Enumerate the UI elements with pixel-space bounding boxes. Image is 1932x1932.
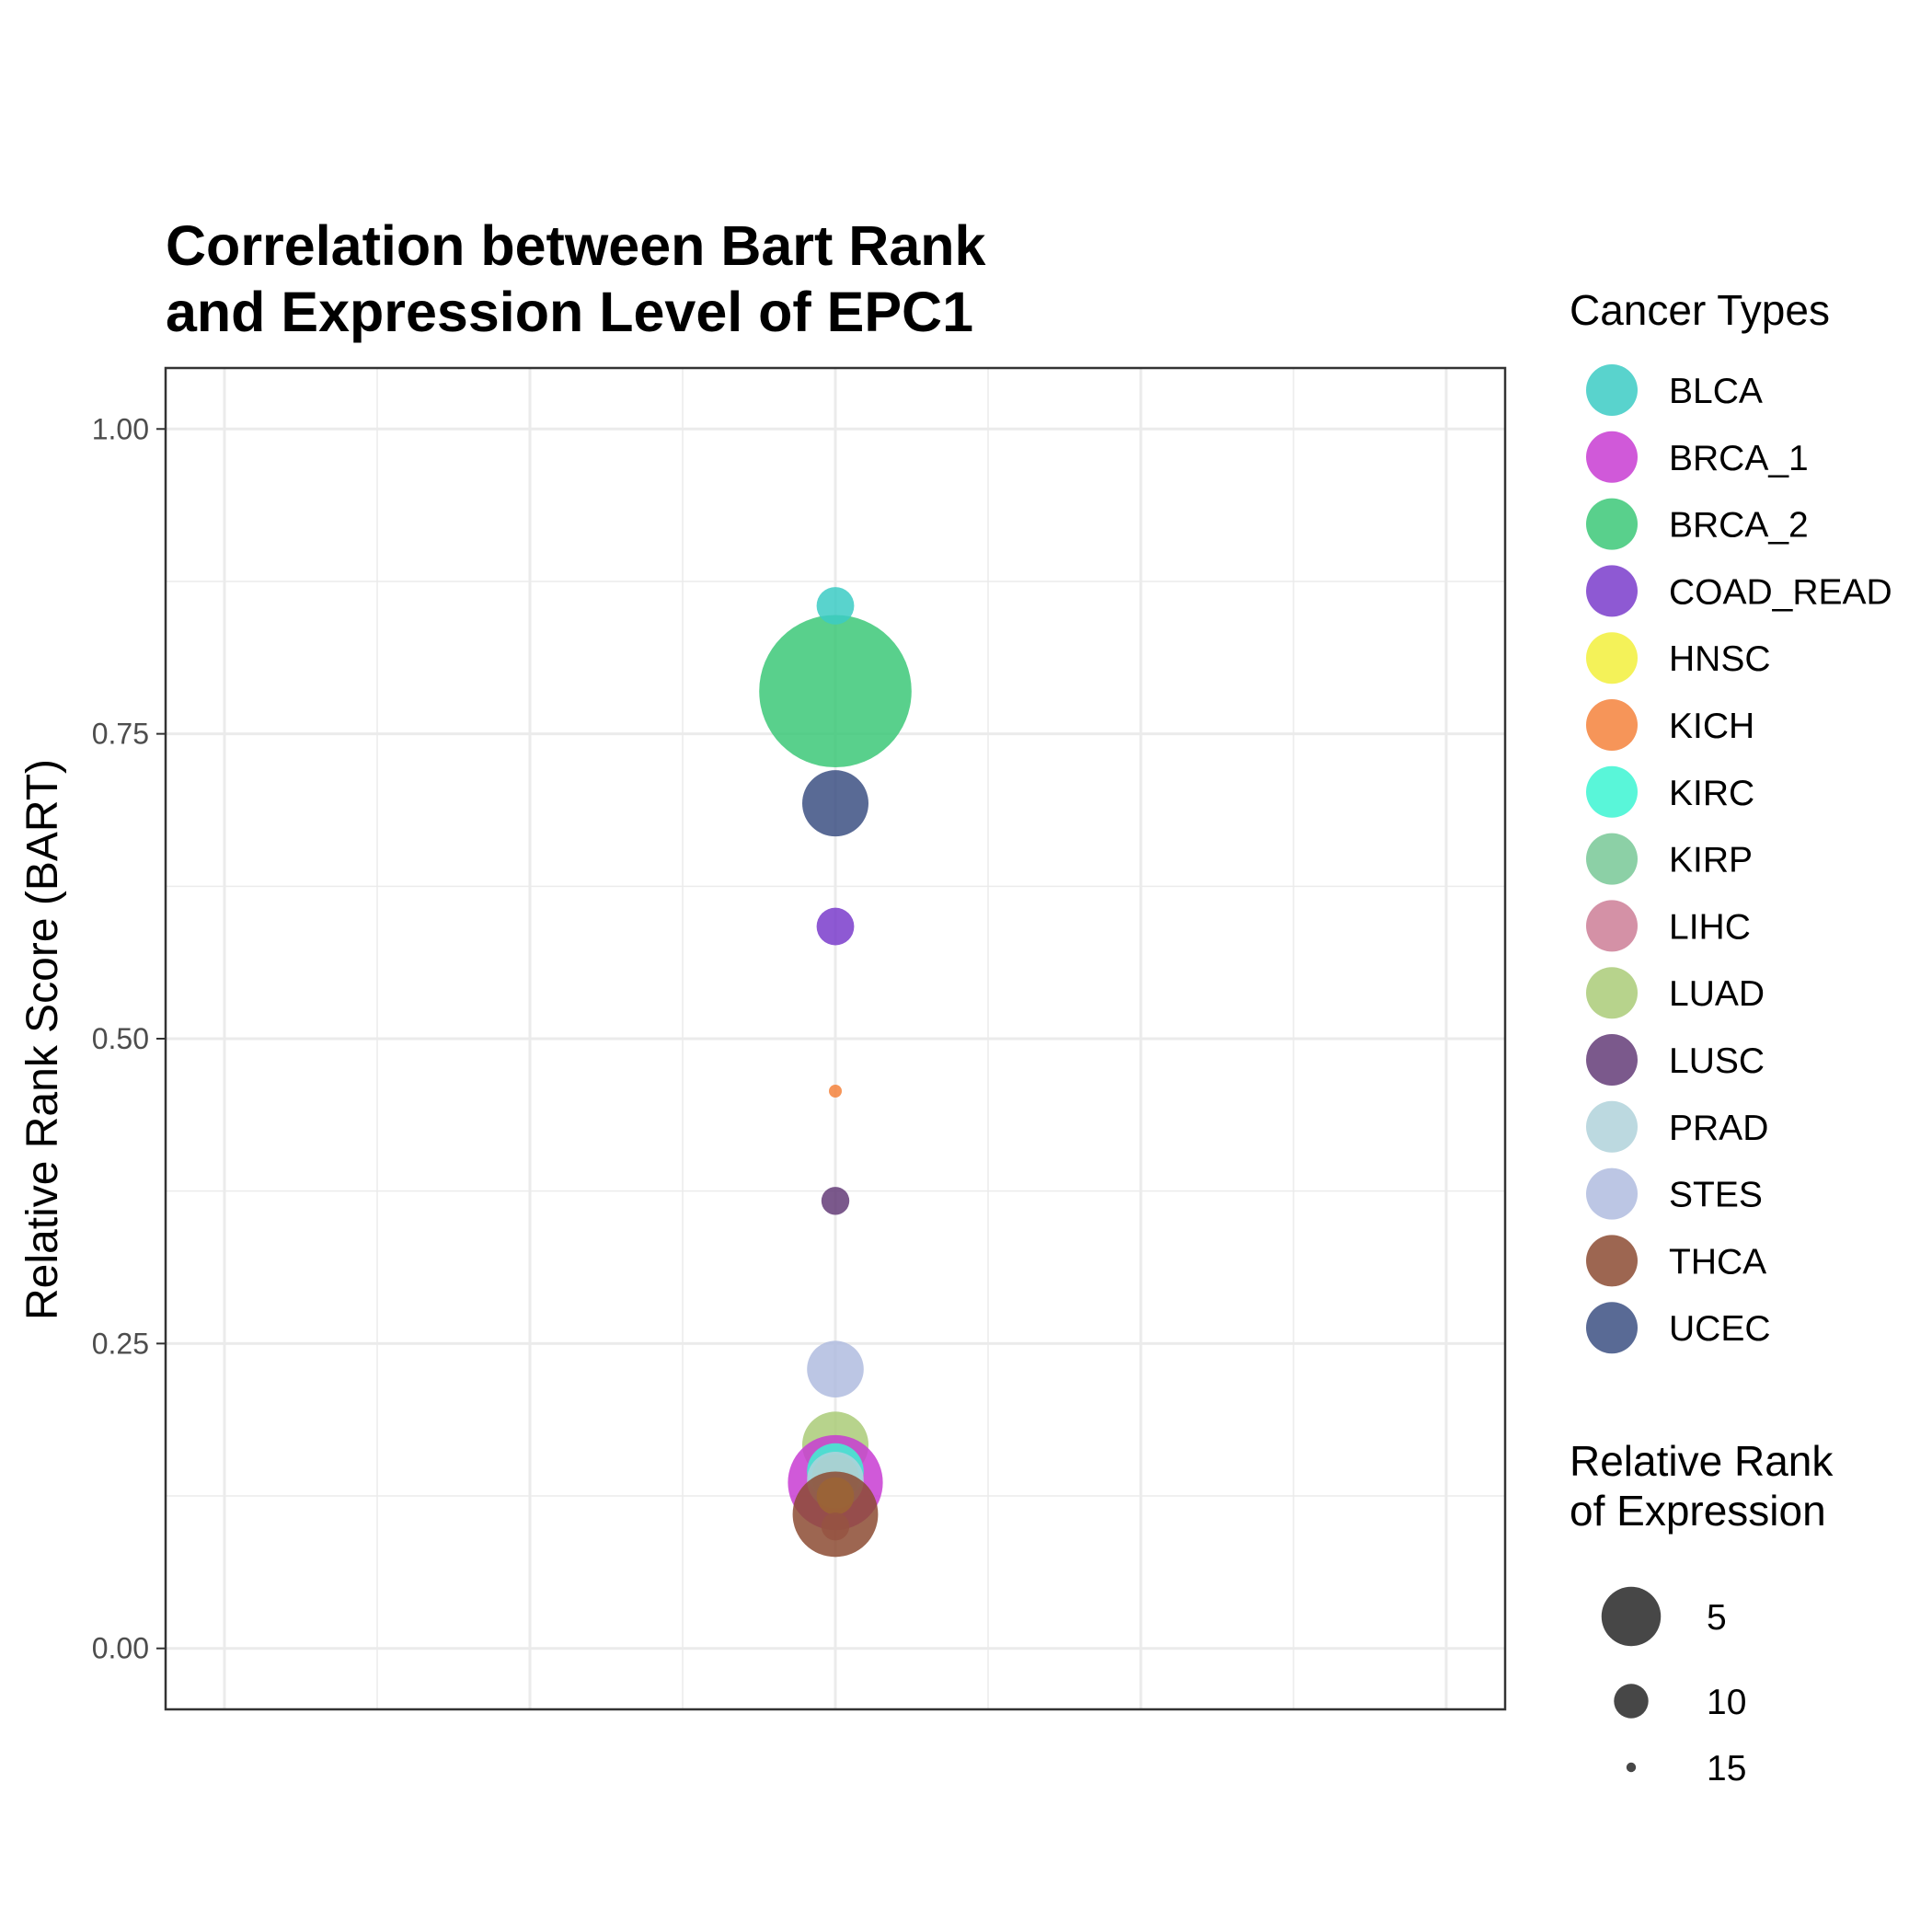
y-tick-label: 0.75 (92, 718, 149, 751)
point-coad-read (816, 907, 855, 946)
size-legend-label-10: 10 (1707, 1683, 1746, 1722)
plot-border (164, 366, 1507, 1711)
legend-swatch-prad (1586, 1100, 1638, 1153)
legend-label-lusc: LUSC (1669, 1041, 1765, 1081)
y-tick-label: 0.25 (92, 1327, 149, 1360)
legend-swatch-thca (1586, 1235, 1638, 1287)
size-legend-title-line-1: Relative Rank (1570, 1437, 1834, 1485)
color-legend-title: Cancer Types (1570, 286, 1830, 334)
legend-label-brca-2: BRCA_2 (1669, 506, 1809, 546)
legend-label-stes: STES (1669, 1176, 1763, 1215)
legend-swatch-blca (1586, 364, 1638, 416)
legend-label-coad-read: COAD_READ (1669, 572, 1892, 612)
legend-label-hnsc: HNSC (1669, 639, 1771, 679)
y-tick-label: 0.50 (92, 1022, 149, 1055)
legend-label-lihc: LIHC (1669, 907, 1751, 947)
point-stes (807, 1340, 864, 1397)
size-legend-title-line-2: of Expression (1570, 1487, 1826, 1535)
legend-swatch-kirp (1586, 833, 1638, 885)
plot-panel: 0.00 0.25 0.50 0.75 1.00 (92, 366, 1507, 1711)
size-legend-label-5: 5 (1707, 1598, 1727, 1638)
chart-title-line-2: and Expression Level of EPC1 (166, 281, 973, 343)
legend-swatch-hnsc (1586, 632, 1638, 684)
legend-swatch-ucec (1586, 1302, 1638, 1354)
y-axis-label: Relative Rank Score (BART) (18, 759, 67, 1320)
legend-label-prad: PRAD (1669, 1109, 1768, 1148)
point-kich (829, 1084, 842, 1098)
legend-label-kirc: KIRC (1669, 774, 1754, 813)
legend-label-luad: LUAD (1669, 974, 1765, 1014)
size-legend-label-15: 15 (1707, 1749, 1746, 1788)
size-legend-swatch-5 (1601, 1586, 1662, 1647)
legend-swatch-coad-read (1586, 565, 1638, 617)
y-tick-label: 0.00 (92, 1632, 149, 1665)
legend-swatch-kich (1586, 699, 1638, 751)
legend-swatch-kirc (1586, 765, 1638, 818)
size-legend-swatch-15 (1626, 1762, 1637, 1773)
point-lusc (821, 1187, 850, 1215)
legend-swatch-luad (1586, 967, 1638, 1019)
point-brca-2 (759, 615, 912, 768)
legend-label-ucec: UCEC (1669, 1309, 1771, 1349)
legend-swatch-lihc (1586, 900, 1638, 952)
y-tick-label: 1.00 (92, 412, 149, 445)
point-blca (816, 587, 855, 625)
size-legend: 5 10 15 (1601, 1586, 1746, 1788)
color-legend: BLCA BRCA_1 BRCA_2 COAD_READ HNSC KICH KIRC KIR… (1586, 364, 1892, 1354)
legend-label-thca: THCA (1669, 1242, 1766, 1282)
legend-label-blca: BLCA (1669, 372, 1763, 411)
point-ucec (802, 770, 868, 837)
legend-label-kirp: KIRP (1669, 841, 1753, 880)
chart-title-line-1: Correlation between Bart Rank (166, 214, 986, 277)
legend-swatch-stes (1586, 1167, 1638, 1220)
size-legend-swatch-10 (1614, 1684, 1649, 1719)
legend-swatch-brca-1 (1586, 431, 1638, 483)
point-thca (792, 1471, 879, 1558)
legend-swatch-lusc (1586, 1034, 1638, 1086)
legend-label-brca-1: BRCA_1 (1669, 439, 1809, 478)
legend-label-kich: KICH (1669, 707, 1754, 746)
legend-swatch-brca-2 (1586, 498, 1638, 550)
